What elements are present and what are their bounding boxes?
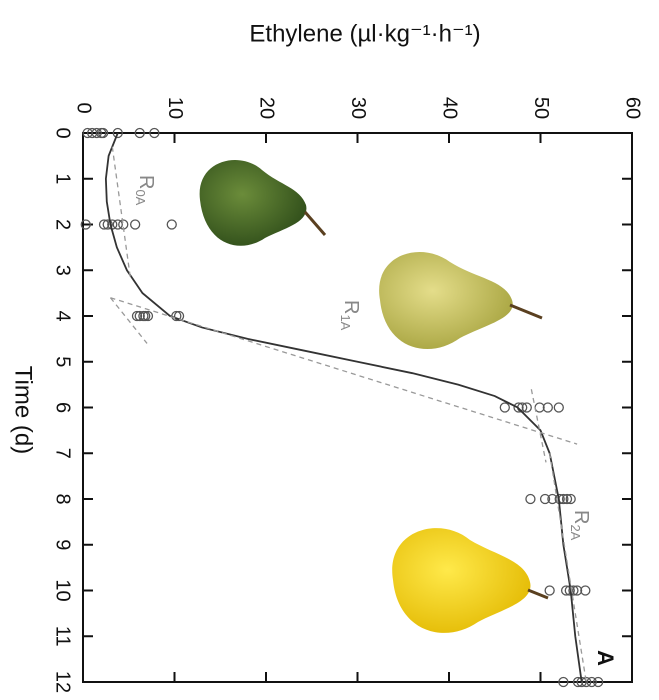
x-tick-label: 7: [52, 448, 74, 459]
annotation-subscript: 2A: [568, 524, 583, 540]
x-tick-label: 11: [52, 626, 74, 647]
data-point: [554, 403, 563, 412]
pear-lime: [379, 252, 542, 349]
x-tick-label: 6: [52, 402, 74, 413]
y-tick-label: 30: [347, 97, 369, 119]
x-tick-label: 3: [52, 265, 74, 276]
x-tick-label: 8: [52, 493, 74, 504]
x-tick-label: 5: [52, 356, 74, 367]
x-tick-label: 10: [52, 579, 74, 601]
annotation-text: R: [340, 300, 362, 314]
pear-green: [200, 160, 325, 246]
annotation-subscript: 0A: [133, 189, 148, 205]
annotation-text: R: [570, 510, 592, 524]
tangent-line: [550, 453, 587, 682]
annotation-text: R: [135, 175, 157, 189]
y-tick-label: 0: [73, 102, 95, 113]
x-axis-label: Time (d): [10, 366, 37, 454]
annotation: R0A: [133, 175, 157, 206]
y-tick-label: 40: [439, 97, 461, 119]
data-point: [167, 220, 176, 229]
x-tick-label: 4: [52, 310, 74, 321]
panel-label: A: [593, 650, 618, 666]
pear-yellow: [392, 528, 548, 633]
annotation-subscript: 1A: [338, 314, 353, 330]
data-point: [545, 586, 554, 595]
annotation: R1A: [338, 300, 362, 331]
y-tick-label: 60: [622, 97, 644, 119]
tangent-line: [531, 389, 546, 462]
x-tick-label: 12: [52, 671, 74, 693]
y-tick-label: 50: [530, 97, 552, 119]
chart: Ethylene (µl·kg⁻¹·h⁻¹) Time (d) A 012345…: [0, 0, 659, 700]
chart-title: Ethylene (µl·kg⁻¹·h⁻¹): [249, 20, 480, 47]
x-tick-label: 9: [52, 539, 74, 550]
x-tick-label: 0: [52, 127, 74, 138]
x-tick-label: 1: [52, 173, 74, 184]
data-point: [500, 403, 509, 412]
plot-frame: [83, 133, 632, 682]
data-point: [131, 220, 140, 229]
x-tick-label: 2: [52, 219, 74, 230]
y-tick-label: 20: [256, 97, 278, 119]
data-point: [526, 495, 535, 504]
annotation: R2A: [568, 510, 592, 541]
y-tick-label: 10: [164, 97, 186, 119]
